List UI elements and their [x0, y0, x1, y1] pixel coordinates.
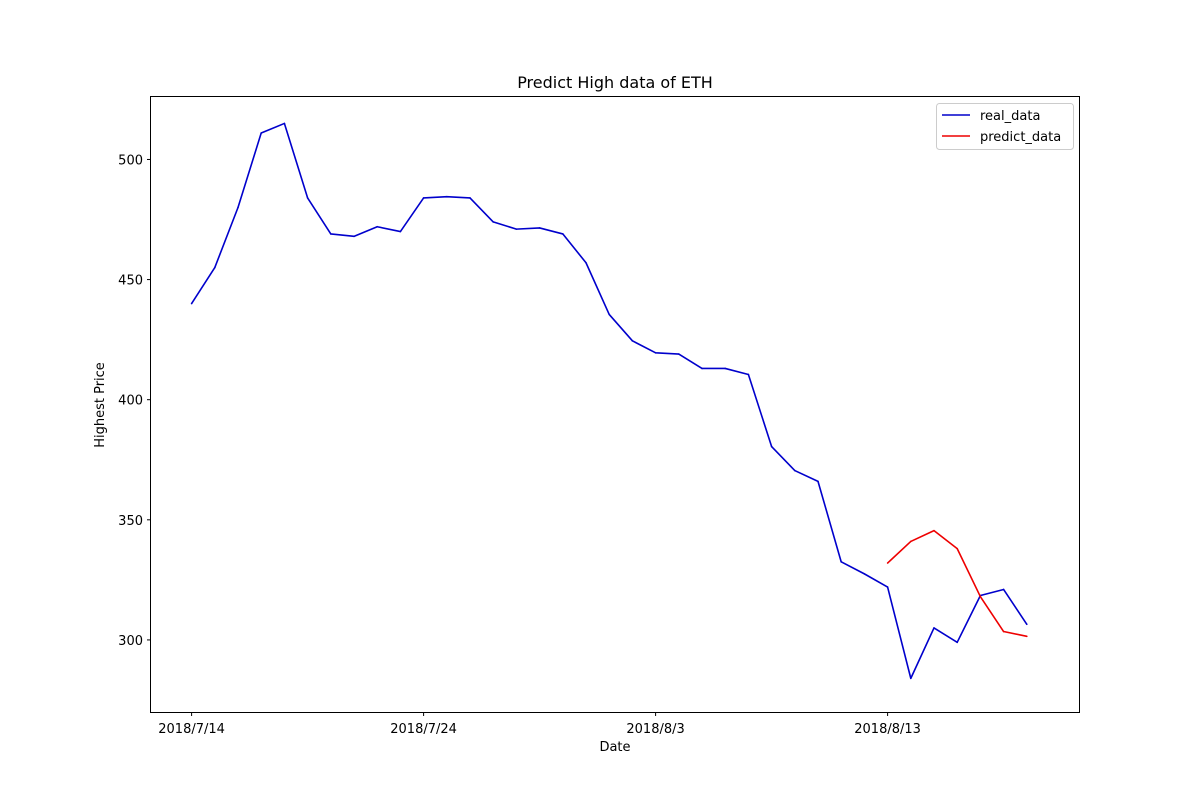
data-point — [1026, 623, 1028, 626]
plot-frame — [150, 96, 1080, 713]
data-point — [422, 197, 425, 199]
data-point — [260, 132, 263, 134]
x-tick-label: 2018/8/13 — [854, 722, 921, 737]
data-point — [910, 540, 912, 543]
data-point — [886, 586, 889, 588]
y-axis-label: Highest Price — [93, 362, 108, 448]
data-point — [190, 302, 193, 305]
data-point — [631, 340, 634, 342]
data-point — [446, 195, 448, 198]
data-point — [538, 227, 541, 229]
data-point — [817, 480, 819, 483]
data-point — [608, 313, 610, 316]
data-point — [214, 266, 216, 269]
series-line-real_data — [190, 122, 1028, 680]
data-point — [306, 197, 309, 199]
data-point — [701, 367, 703, 370]
data-point — [469, 197, 471, 199]
data-point — [886, 562, 889, 564]
data-point — [863, 573, 866, 575]
data-point — [770, 445, 773, 448]
data-point — [910, 677, 912, 680]
data-point — [933, 529, 935, 532]
chart-title: Predict High data of ETH — [517, 73, 713, 92]
legend: real_data predict_data — [936, 103, 1074, 150]
data-point — [1026, 635, 1028, 638]
legend-box — [936, 103, 1074, 150]
data-point — [956, 641, 958, 644]
series-line-predict_data — [887, 529, 1027, 638]
data-point — [399, 230, 402, 233]
y-tick-label: 300 — [118, 634, 143, 649]
series-real_data — [190, 122, 1028, 680]
data-point — [515, 228, 518, 230]
data-point — [353, 235, 355, 238]
y-tick-label: 500 — [118, 153, 143, 168]
data-point — [979, 595, 982, 598]
data-point — [1002, 630, 1005, 633]
data-point — [330, 233, 332, 235]
x-tick-label: 2018/7/24 — [390, 722, 457, 737]
data-point — [562, 233, 564, 235]
x-tick-label: 2018/7/14 — [158, 722, 225, 737]
data-point — [747, 373, 750, 376]
data-point — [376, 225, 379, 228]
data-point — [237, 206, 239, 209]
legend-label-real_data: real_data — [980, 109, 1040, 124]
legend-label-predict_data: predict_data — [980, 130, 1061, 145]
data-point — [283, 122, 286, 125]
data-point — [678, 353, 680, 355]
data-point — [724, 367, 726, 370]
y-tick-label: 350 — [118, 514, 143, 529]
data-point — [840, 561, 842, 563]
data-point — [1002, 588, 1005, 591]
y-tick-label: 400 — [118, 394, 143, 409]
data-point — [933, 627, 935, 629]
data-point — [794, 469, 796, 472]
data-point — [956, 547, 958, 550]
data-point — [654, 352, 657, 354]
y-tick-label: 450 — [118, 274, 143, 289]
data-point — [585, 261, 587, 264]
data-point — [492, 221, 495, 223]
x-axis-label: Date — [599, 740, 630, 755]
x-tick-label: 2018/8/3 — [626, 722, 684, 737]
series-predict_data — [886, 529, 1028, 638]
